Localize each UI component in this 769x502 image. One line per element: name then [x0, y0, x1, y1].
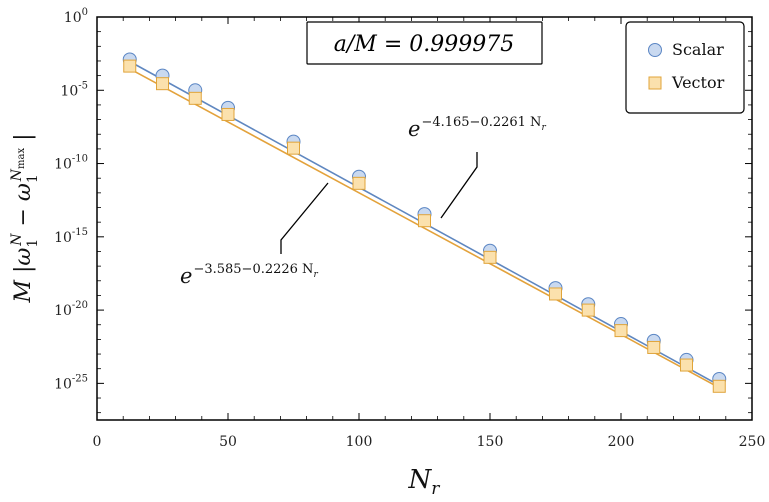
annotation-scalar-subscript: r — [541, 123, 546, 133]
annotation-scalar-exponent: −4.165−0.2261 N — [421, 115, 541, 130]
vector-data-point — [287, 141, 300, 155]
x-axis: 0 50 100 150 200 250 — [93, 17, 766, 450]
legend-marker-scalar — [648, 43, 662, 57]
vector-data-point — [549, 287, 562, 301]
y-tick-label: 10-5 — [60, 80, 88, 99]
x-tick-label: 200 — [608, 434, 635, 450]
vector-data-point — [352, 176, 366, 190]
annotation-vector-exponent: −3.585−0.2226 N — [193, 262, 313, 277]
x-tick-label: 150 — [477, 434, 504, 450]
y-axis: 100 10-5 10-10 10-15 10-20 10-25 — [54, 7, 752, 414]
y-tick-label: 10-25 — [54, 373, 88, 392]
vector-data-point — [156, 77, 169, 91]
x-tick-label: 0 — [93, 434, 102, 450]
plot-frame — [96, 16, 753, 421]
annotation-vector-subscript: r — [313, 270, 318, 280]
annotation-pointer-vector — [280, 182, 329, 254]
annotation-scalar-fit: e−4.165−0.2261 Nr — [408, 115, 546, 219]
chart-title: a/M = 0.999975 — [334, 32, 514, 57]
y-axis-title: M |ω1N − ω1Nmax | — [9, 133, 41, 303]
x-axis-title: Nr — [408, 465, 441, 499]
vector-data-point — [581, 303, 595, 317]
legend-label-vector: Vector — [671, 73, 725, 92]
y-tick-label: 10-15 — [54, 227, 88, 246]
y-tick-label: 100 — [64, 7, 88, 26]
x-tick-label: 250 — [739, 434, 766, 450]
annotation-scalar-base: e — [408, 117, 420, 141]
series-layer — [122, 52, 727, 393]
x-tick-label: 50 — [219, 434, 237, 450]
vector-data-point — [221, 107, 235, 121]
y-tick-label: 10-10 — [54, 154, 88, 173]
legend-label-scalar: Scalar — [672, 40, 724, 59]
title-box: a/M = 0.999975 — [306, 21, 543, 65]
vector-data-point — [418, 214, 431, 228]
vector-data-point — [712, 379, 726, 393]
annotation-vector-fit: e−3.585−0.2226 Nr — [180, 182, 329, 288]
legend-box — [625, 21, 745, 114]
vector-data-point — [614, 324, 628, 338]
x-tick-label: 100 — [346, 434, 373, 450]
annotation-vector-base: e — [180, 264, 192, 288]
vector-data-point — [123, 59, 137, 73]
annotation-pointer-scalar — [440, 152, 478, 219]
vector-data-point — [188, 91, 202, 105]
svg-text:e−3.585−0.2226 Nr: e−3.585−0.2226 Nr — [180, 262, 318, 288]
vector-data-point — [483, 250, 497, 264]
svg-text:e−4.165−0.2261 Nr: e−4.165−0.2261 Nr — [408, 115, 546, 141]
legend-marker-vector — [648, 76, 662, 90]
vector-data-point — [647, 340, 661, 354]
y-tick-label: 10-20 — [54, 300, 88, 319]
vector-data-point — [680, 358, 693, 372]
legend: Scalar Vector — [625, 21, 745, 114]
